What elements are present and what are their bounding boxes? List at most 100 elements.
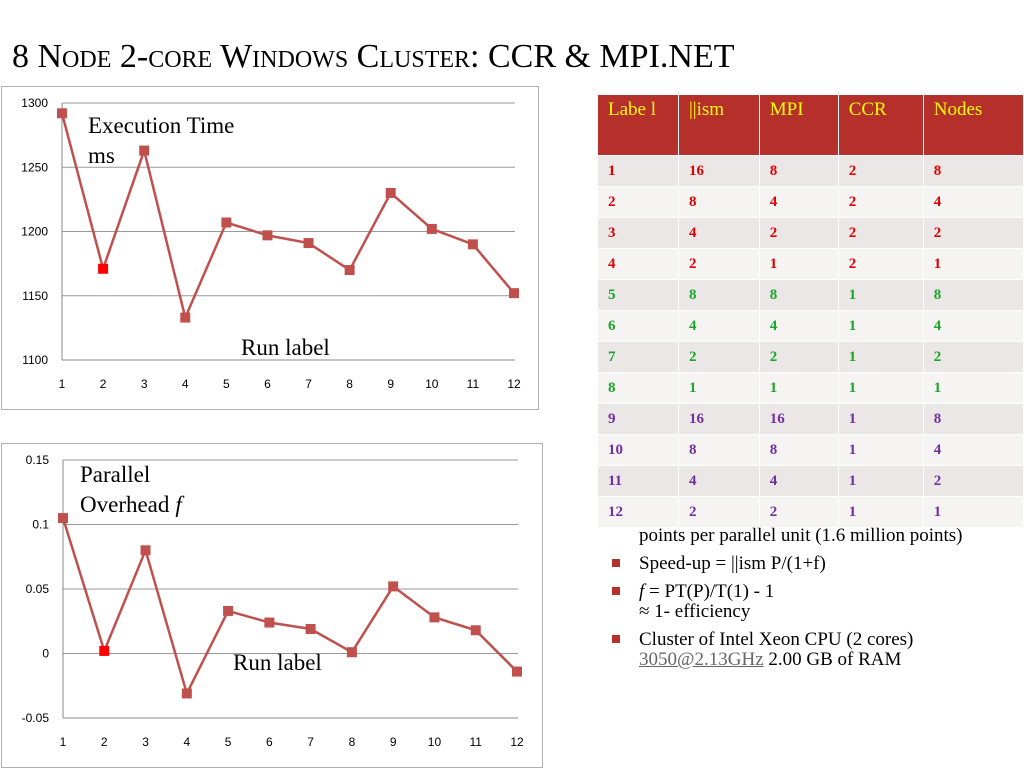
x-tick-label: 1	[59, 377, 66, 391]
x-tick-label: 5	[225, 735, 232, 749]
table-cell: 11	[598, 465, 679, 497]
table-cell: 16	[759, 403, 839, 435]
table-cell: 2	[759, 341, 839, 373]
table-cell: 2	[678, 248, 760, 280]
note-speedup-text: Speed-up = ||ism P/(1+f)	[639, 553, 826, 574]
note-overhead-symbol: f	[639, 581, 645, 602]
table-cell: 4	[759, 465, 839, 497]
y-tick-label: 1250	[21, 160, 48, 174]
x-tick-label: 6	[266, 735, 273, 749]
table-cell: 2	[598, 186, 679, 218]
note-speedup: Speed-up = ||ism P/(1+f)	[610, 554, 1024, 574]
run-label-annotation: Run label	[241, 335, 330, 360]
table-cell: 2	[838, 186, 924, 218]
x-tick-label: 12	[507, 377, 521, 391]
note-overhead-formula: f = PT(P)/T(1) - 1 ≈ 1- efficiency	[610, 582, 1024, 622]
table-cell: 8	[678, 279, 760, 311]
y-tick-label: 0.1	[32, 518, 49, 532]
x-tick-label: 5	[223, 377, 230, 391]
table-cell: 1	[678, 372, 760, 404]
x-tick-label: 11	[469, 735, 482, 749]
cpu-spec-link[interactable]: 3050@2.13GHz	[639, 649, 764, 670]
note-cluster-text: Cluster of Intel Xeon CPU (2 cores)	[639, 629, 914, 650]
table-cell: 16	[678, 155, 760, 187]
data-point	[470, 625, 481, 636]
data-point	[344, 265, 355, 276]
table-cell: 2	[678, 496, 760, 527]
table-row: 12 2 2 1 1	[598, 496, 1024, 527]
table-cell: 8	[923, 279, 1024, 311]
execution-time-chart: 1100 1150 1200 1250 1300 1 2 3 4 5 6 7 8 9 10 11 12 Execu…	[1, 86, 539, 410]
chart-annotation-line2: Overhead f	[80, 492, 185, 517]
table-header-cell: MPI	[759, 95, 839, 156]
table-cell: 4	[923, 310, 1024, 342]
table-cell: 8	[759, 155, 839, 187]
y-tick-label: 0.15	[26, 453, 50, 467]
table-cell: 16	[678, 403, 760, 435]
table-cell: 4	[923, 186, 1024, 218]
table-cell: 1	[838, 465, 924, 497]
data-point	[181, 688, 192, 699]
table-cell: 2	[838, 248, 924, 280]
table-cell: 8	[678, 434, 760, 466]
y-tick-label: 1150	[22, 289, 48, 303]
table-cell: 4	[759, 186, 839, 218]
data-point	[305, 623, 316, 634]
table-header-cell: CCR	[838, 95, 924, 156]
table-cell: 1	[923, 372, 1024, 404]
y-tick-label: 1100	[22, 353, 48, 367]
data-point	[512, 666, 522, 677]
table-cell: 1	[838, 310, 924, 342]
table-cell: 8	[759, 279, 839, 311]
table-cell: 2	[838, 155, 924, 187]
x-tick-label: 9	[390, 735, 397, 749]
table-cell: 1	[838, 434, 924, 466]
table-cell: 2	[759, 217, 839, 249]
x-tick-label: 8	[349, 735, 356, 749]
table-cell: 1	[838, 496, 924, 527]
y-tick-label: 1300	[21, 96, 48, 110]
note-efficiency-text: ≈ 1- efficiency	[639, 601, 751, 622]
table-cell: 1	[838, 372, 924, 404]
table-cell: 4	[759, 310, 839, 342]
table-cell: 10	[598, 434, 679, 466]
table-row: 10 8 8 1 4	[598, 434, 1024, 466]
note-cluster: Cluster of Intel Xeon CPU (2 cores) 3050…	[610, 630, 1024, 670]
run-configuration-table: Labe l ||ism MPI CCR Nodes 1 16 8 2 8 2 8 4 2 4 3 4 2 2 2 4…	[598, 95, 1024, 527]
x-tick-label: 4	[182, 377, 189, 391]
table-cell: 1	[838, 279, 924, 311]
table-cell: 8	[759, 434, 839, 466]
note-overhead-text: = PT(P)/T(1) - 1	[644, 581, 775, 602]
table-cell: 2	[923, 217, 1024, 249]
data-point	[385, 187, 396, 198]
note-points-text: points per parallel unit (1.6 million po…	[639, 525, 963, 546]
data-point	[426, 223, 437, 234]
x-tick-label: 7	[305, 377, 312, 391]
data-point	[264, 617, 275, 628]
table-cell: 1	[838, 403, 924, 435]
series-line	[60, 112, 515, 322]
table-header-cell: ||ism	[678, 95, 760, 156]
data-point	[180, 312, 191, 323]
x-tick-label: 8	[346, 377, 353, 391]
data-point	[99, 645, 110, 656]
y-tick-label: 1200	[21, 225, 48, 239]
series-line	[61, 517, 518, 697]
x-tick-label: 7	[307, 735, 314, 749]
chart-annotation-italic: f	[175, 492, 185, 517]
table-header-cell: Nodes	[923, 95, 1024, 156]
x-tick-label: 12	[510, 735, 524, 749]
table-header-row: Labe l ||ism MPI CCR Nodes	[598, 95, 1024, 156]
table-row: 11 4 4 1 2	[598, 465, 1024, 497]
table-cell: 4	[598, 248, 679, 280]
table-cell: 8	[678, 186, 760, 218]
y-tick-label: -0.05	[22, 711, 50, 725]
x-tick-label: 2	[101, 735, 108, 749]
table-cell: 7	[598, 341, 679, 373]
